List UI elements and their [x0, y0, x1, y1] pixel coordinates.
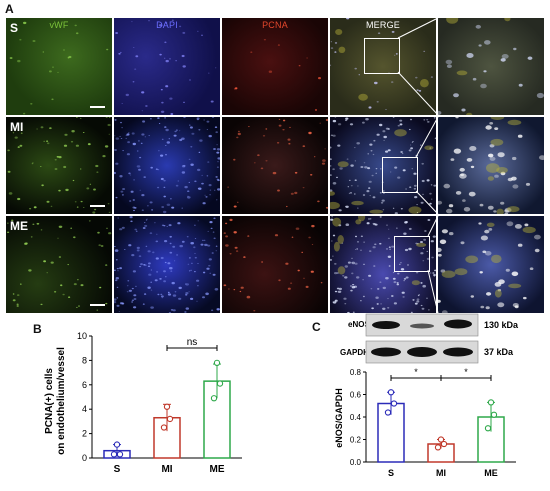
- chart-b-point-me: [210, 395, 218, 402]
- micrograph-mi-vwf: MI: [6, 117, 112, 214]
- chart-b-sig-label: ns: [187, 337, 198, 348]
- chart-b-point-mi: [166, 415, 174, 423]
- chart-c-point-s: [384, 409, 392, 416]
- chart-b-ytick-label: 4: [82, 404, 87, 414]
- micrograph-s-merge: MERGE: [330, 18, 436, 115]
- scale-bar: [90, 304, 105, 306]
- chart-c: eNOS/GAPDH 0.0 0.2 0.4 0.6 0.8 S MI ME * *: [334, 367, 516, 478]
- chart-c-ytick-label: 0.8: [350, 368, 362, 377]
- chart-b-point-me: [216, 380, 224, 387]
- chart-c-xtick-label-mi: MI: [436, 468, 446, 478]
- chart-b-ytick-label: 6: [82, 380, 87, 390]
- chart-b-point-s: [113, 441, 121, 448]
- chart-b-point-s: [110, 451, 118, 458]
- chart-c-point-s: [387, 389, 395, 396]
- blot-label-enos: eNOS: [348, 320, 370, 329]
- panel-a-letter: A: [5, 2, 14, 16]
- zoom-region-box: [364, 38, 400, 74]
- chart-b-ytick-label: 10: [77, 331, 87, 341]
- chart-c-sig-label: *: [464, 367, 468, 377]
- micrograph-mi-pcna: [222, 117, 328, 214]
- scale-bar: [90, 205, 105, 207]
- chart-c-ytick-label: 0.2: [350, 436, 362, 445]
- chart-c-ytick-label: 0.4: [350, 413, 362, 422]
- micrograph-me-dapi: [114, 216, 220, 313]
- chart-c-xtick-label-me: ME: [484, 468, 498, 478]
- chart-c-sig-label: *: [414, 367, 418, 377]
- chart-c-point-me: [484, 425, 492, 432]
- zoom-region-box: [382, 157, 418, 193]
- chart-c-point-mi: [437, 436, 445, 443]
- panel-b-letter: B: [33, 322, 42, 336]
- band-gapdh-s: [371, 347, 401, 357]
- chart-c-point-me: [490, 411, 498, 418]
- chart-c-ylabel: eNOS/GAPDH: [334, 388, 344, 448]
- channel-label-pcna: PCNA: [262, 20, 288, 30]
- chart-b-ytick-label: 8: [82, 355, 87, 365]
- chart-c-point-mi: [440, 440, 448, 448]
- channel-label-dapi: DAPI: [156, 20, 178, 30]
- chart-b-ytick-label: 0: [82, 453, 87, 463]
- chart-c-point-s: [390, 400, 398, 407]
- row-label-mi: MI: [10, 120, 24, 134]
- micrograph-s-dapi: DAPI: [114, 18, 220, 115]
- row-label-me: ME: [10, 219, 28, 233]
- chart-b-xtick-label-me: ME: [210, 464, 225, 475]
- micrograph-s-zoom: [438, 18, 544, 115]
- chart-c-ytick-label: 0.6: [350, 391, 362, 400]
- kda-label-37: 37 kDa: [484, 347, 514, 357]
- band-enos-s: [372, 321, 400, 329]
- zoom-region-box: [394, 236, 430, 272]
- band-gapdh-mi: [407, 347, 437, 357]
- micrograph-mi-dapi: [114, 117, 220, 214]
- band-enos-mi: [410, 323, 434, 329]
- channel-label-merge: MERGE: [365, 20, 400, 30]
- scale-bar: [90, 106, 105, 108]
- micrograph-me-merge: [330, 216, 436, 313]
- chart-b-ylabel-line2: on endothelium/vessel: [56, 347, 67, 455]
- band-enos-me: [444, 319, 472, 329]
- chart-b-point-mi: [163, 403, 171, 410]
- chart-c-point-mi: [434, 444, 442, 451]
- chart-b-ytick-label: 2: [82, 429, 87, 439]
- micrograph-me-pcna: [222, 216, 328, 313]
- kda-label-130: 130 kDa: [484, 320, 519, 330]
- chart-b-point-me: [213, 359, 221, 366]
- chart-b: PCNA(+) cells on endothelium/vessel 0 2 4 6…: [44, 331, 242, 475]
- band-gapdh-me: [443, 347, 473, 357]
- micrograph-s-pcna: PCNA: [222, 18, 328, 115]
- chart-b-xtick-label-mi: MI: [161, 464, 172, 475]
- panel-c-letter: C: [312, 320, 321, 334]
- blot-label-gapdh: GAPDH: [340, 348, 369, 357]
- chart-c-xtick-label-s: S: [388, 468, 394, 478]
- micrograph-s-vwf: vWF S: [6, 18, 112, 115]
- western-blot: eNOS GAPDH 130 kDa 37 kDa: [340, 313, 519, 364]
- channel-label-vwf: vWF: [49, 20, 69, 30]
- chart-c-ytick-label: 0.0: [350, 458, 362, 467]
- chart-c-point-me: [487, 399, 495, 406]
- chart-b-point-s: [116, 451, 124, 458]
- micrograph-me-zoom: [438, 216, 544, 313]
- chart-b-xtick-label-s: S: [114, 464, 121, 475]
- micrograph-me-vwf: ME: [6, 216, 112, 313]
- micrograph-mi-merge: [330, 117, 436, 214]
- chart-b-ylabel-line1: PCNA(+) cells: [44, 368, 55, 434]
- chart-b-point-mi: [160, 424, 168, 431]
- micrograph-mi-zoom: [438, 117, 544, 214]
- row-label-s: S: [10, 21, 19, 35]
